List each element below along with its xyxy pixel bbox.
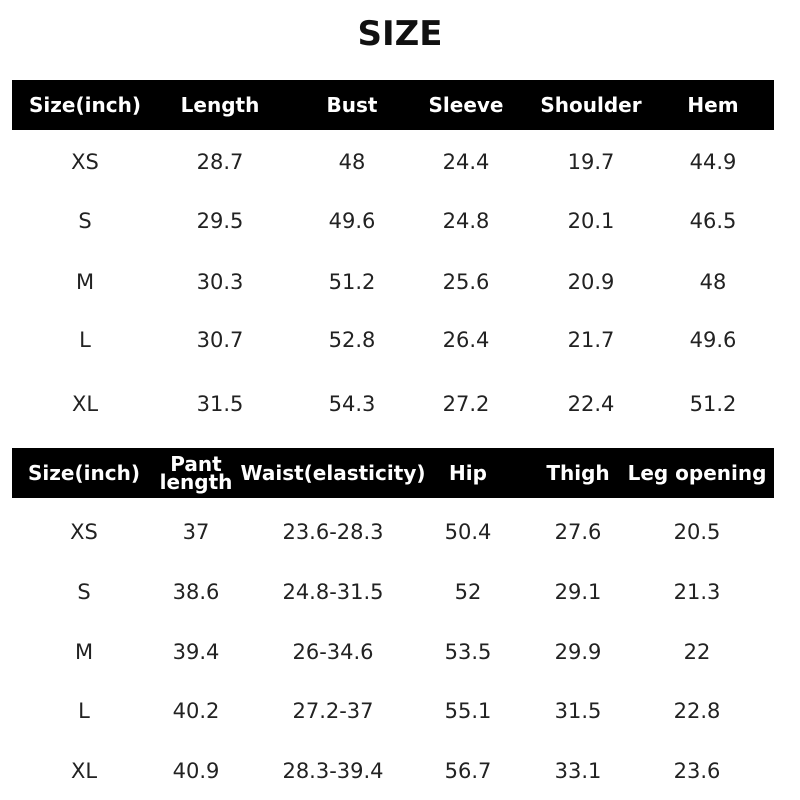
column-header: Length	[180, 93, 260, 117]
table-cell: 39.4	[172, 640, 220, 664]
size-label: XL	[71, 392, 99, 416]
table-cell: 55.1	[444, 699, 492, 723]
table-cell: 22	[683, 640, 711, 664]
table-cell: 29.5	[196, 209, 244, 233]
table-cell: 31.5	[196, 392, 244, 416]
table-cell: 20.1	[567, 209, 615, 233]
header-bar	[12, 448, 774, 498]
table-cell: 25.6	[442, 270, 490, 294]
title: SIZE	[357, 14, 443, 54]
header-bar	[12, 80, 774, 130]
table-cell: 30.3	[196, 270, 244, 294]
table-cell: 30.7	[196, 328, 244, 352]
size-label: S	[77, 580, 91, 604]
table-cell: 21.3	[673, 580, 721, 604]
table-cell: 28.3-39.4	[282, 759, 384, 783]
table-cell: 20.9	[567, 270, 615, 294]
table-cell: 23.6-28.3	[282, 520, 384, 544]
table-cell: 49.6	[328, 209, 376, 233]
column-header: Thigh	[546, 461, 610, 485]
table-cell: 21.7	[567, 328, 615, 352]
table-cell: 51.2	[689, 392, 737, 416]
table-cell: 29.1	[554, 580, 602, 604]
table-cell: 28.7	[196, 150, 244, 174]
table-cell: 27.2	[442, 392, 490, 416]
table-cell: 22.8	[673, 699, 721, 723]
table-cell: 56.7	[444, 759, 492, 783]
table-cell: 37	[182, 520, 210, 544]
table-cell: 31.5	[554, 699, 602, 723]
table-cell: 27.6	[554, 520, 602, 544]
table-cell: 33.1	[554, 759, 602, 783]
size-label: S	[78, 209, 92, 233]
table-cell: 19.7	[567, 150, 615, 174]
column-header: Waist(elasticity)	[240, 461, 426, 485]
column-header: Bust	[326, 93, 378, 117]
table-cell: 52.8	[328, 328, 376, 352]
column-header: Hem	[687, 93, 739, 117]
column-header: Shoulder	[540, 93, 642, 117]
table-cell: 49.6	[689, 328, 737, 352]
table-cell: 40.9	[172, 759, 220, 783]
size-label: L	[79, 328, 91, 352]
size-label: XL	[70, 759, 98, 783]
table-cell: 24.4	[442, 150, 490, 174]
table-cell: 48	[338, 150, 366, 174]
table-cell: 46.5	[689, 209, 737, 233]
column-header: Size(inch)	[28, 461, 140, 485]
size-label: L	[78, 699, 90, 723]
table-cell: 24.8	[442, 209, 490, 233]
column-header: Pant length	[159, 452, 233, 494]
size-label: M	[75, 270, 95, 294]
table-cell: 27.2-37	[292, 699, 374, 723]
table-cell: 26.4	[442, 328, 490, 352]
column-header: Leg opening	[627, 461, 767, 485]
table-cell: 52	[454, 580, 482, 604]
column-header: Size(inch)	[29, 93, 141, 117]
table-cell: 26-34.6	[292, 640, 374, 664]
table-cell: 44.9	[689, 150, 737, 174]
size-label: M	[74, 640, 94, 664]
table-cell: 38.6	[172, 580, 220, 604]
table-cell: 29.9	[554, 640, 602, 664]
size-label: XS	[71, 150, 99, 174]
column-header: Hip	[449, 461, 487, 485]
size-label: XS	[70, 520, 98, 544]
table-cell: 48	[699, 270, 727, 294]
table-cell: 53.5	[444, 640, 492, 664]
table-cell: 51.2	[328, 270, 376, 294]
table-cell: 23.6	[673, 759, 721, 783]
table-cell: 54.3	[328, 392, 376, 416]
table-cell: 50.4	[444, 520, 492, 544]
column-header: Sleeve	[428, 93, 504, 117]
table-cell: 20.5	[673, 520, 721, 544]
table-cell: 22.4	[567, 392, 615, 416]
table-cell: 40.2	[172, 699, 220, 723]
table-cell: 24.8-31.5	[282, 580, 384, 604]
